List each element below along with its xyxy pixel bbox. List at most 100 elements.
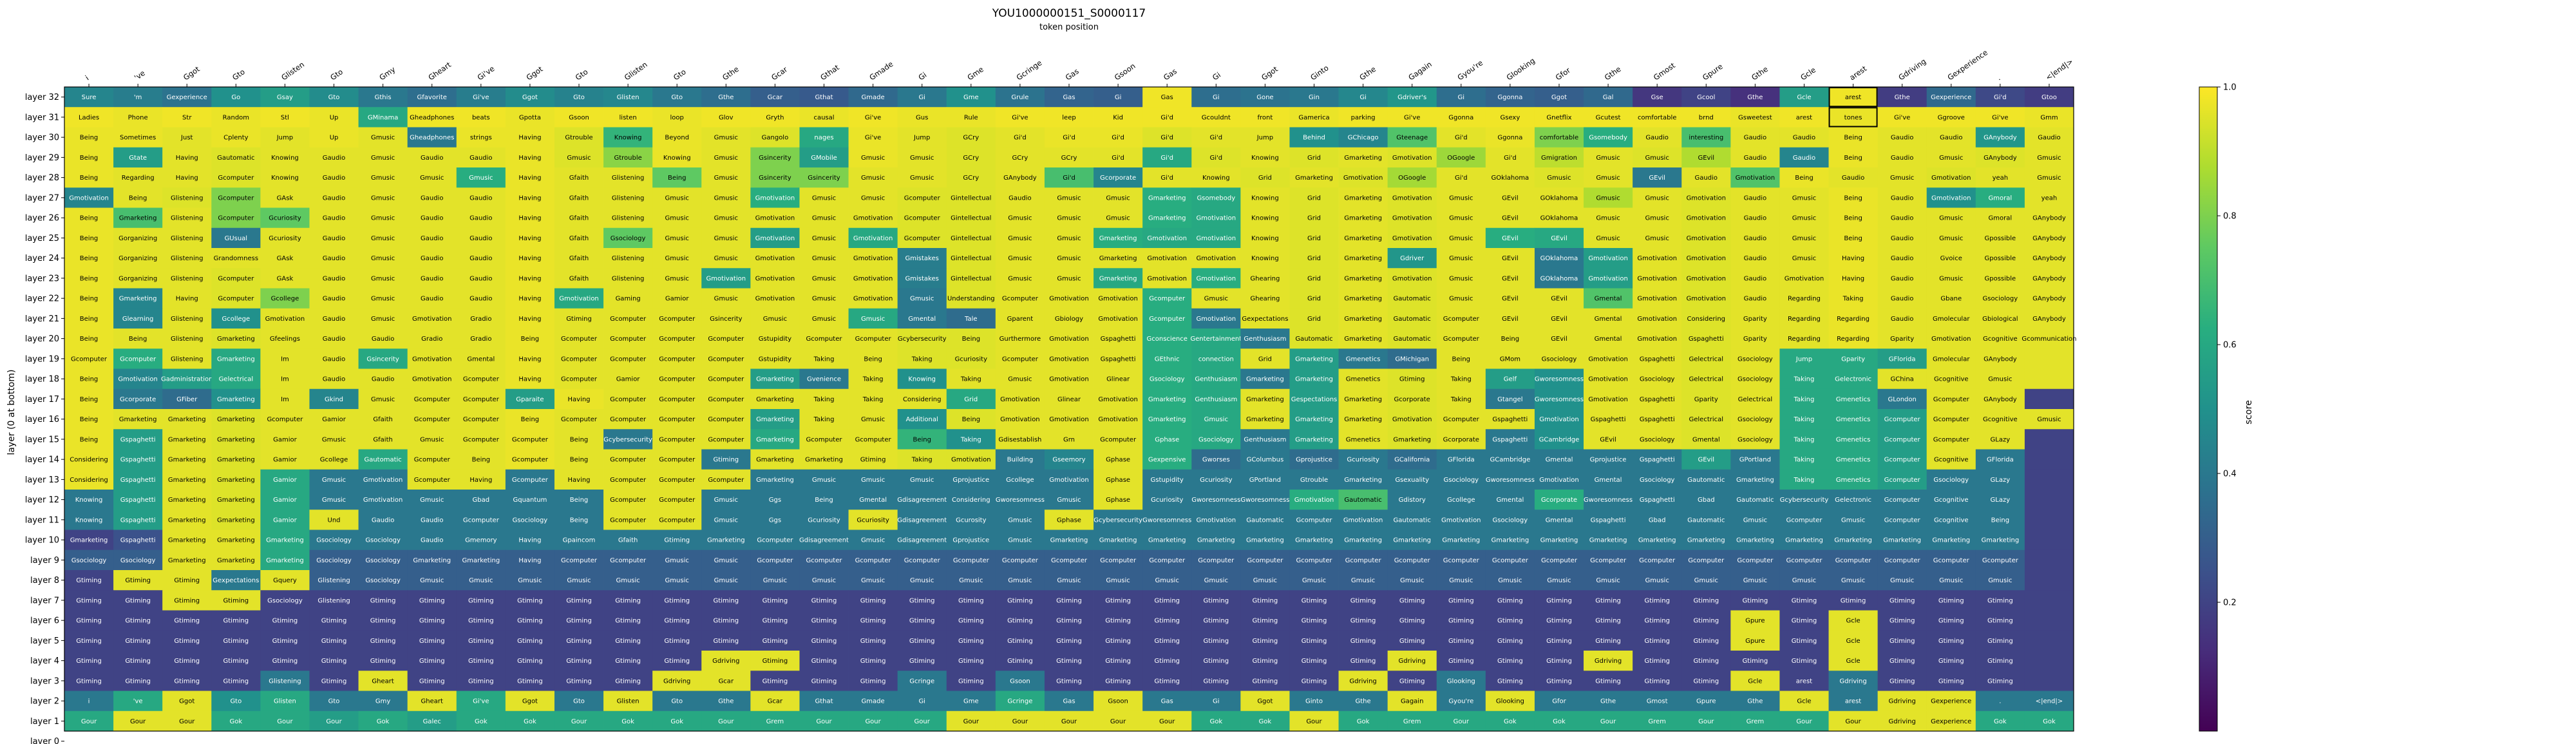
- heatmap-cell: [1142, 308, 1192, 329]
- cell-label: Gworesomness: [1535, 396, 1584, 403]
- heatmap-cell: [1779, 248, 1829, 269]
- heatmap-cell: [799, 127, 849, 148]
- cell-label: Gintellectual: [951, 215, 991, 222]
- cell-label: Gcomputer: [1884, 497, 1921, 504]
- cell-label: Gtiming: [419, 678, 445, 685]
- heatmap-cell: [1338, 329, 1388, 349]
- heatmap-cell: [309, 268, 359, 289]
- cell-label: Gaudio: [1793, 135, 1815, 142]
- heatmap-cell: [1681, 107, 1731, 128]
- cell-label: Gi'd: [1209, 135, 1222, 142]
- heatmap-cell: [1240, 207, 1290, 229]
- cell-label: Gspaghetti: [120, 457, 156, 464]
- cell-label: Being: [815, 497, 833, 504]
- cell-label: Gtiming: [223, 638, 249, 645]
- cell-label: Gaudio: [421, 275, 443, 282]
- cell-label: Gsomebody: [1197, 195, 1235, 202]
- cell-label: tones: [1844, 114, 1862, 121]
- heatmap-cell: [1485, 308, 1535, 329]
- cell-label: Gmusic: [1988, 376, 2012, 383]
- cell-label: Gtiming: [1693, 678, 1719, 685]
- cell-label: GEvil: [1502, 296, 1519, 303]
- cell-label: Gtiming: [1938, 597, 1964, 604]
- cell-label: Gmusic: [1547, 175, 1571, 182]
- cell-label: GEvil: [1551, 316, 1567, 323]
- cell-label: Gcognitive: [1934, 497, 1969, 504]
- heatmap-cell: [260, 187, 310, 208]
- cell-label: Gmusic: [1008, 275, 1032, 282]
- cell-label: Gcomputer: [1835, 557, 1872, 564]
- heatmap-cell: [1534, 248, 1584, 269]
- cell-label: Gtiming: [1693, 618, 1719, 625]
- cell-label: Knowing: [75, 517, 103, 524]
- cell-label: Gtiming: [517, 597, 543, 604]
- cell-label: Glistening: [612, 255, 644, 262]
- heatmap-cell: [407, 87, 457, 108]
- cell-label: Gok: [1209, 718, 1222, 725]
- cell-label: Gcuriosity: [269, 235, 301, 242]
- heatmap-cell: [1436, 227, 1486, 249]
- cell-label: Gmusic: [1155, 577, 1179, 584]
- heatmap-cell: [1584, 288, 1633, 309]
- cell-label: Gmusic: [1400, 577, 1424, 584]
- heatmap-cell: [1436, 268, 1486, 289]
- cell-label: Gi'd: [1014, 135, 1027, 142]
- cell-label: Gmarketing: [119, 296, 157, 303]
- cell-label: Gsomebody: [1589, 135, 1627, 142]
- cell-label: Gaudio: [1744, 195, 1766, 202]
- heatmap-cell: [946, 227, 996, 249]
- cell-label: Gmarketing: [756, 376, 794, 383]
- cell-label: Gtiming: [1399, 638, 1425, 645]
- cell-label: Having: [518, 215, 541, 222]
- cell-label: Being: [1844, 155, 1862, 162]
- y-tick-label: layer 10: [25, 536, 59, 546]
- heatmap-cell: [1094, 248, 1143, 269]
- cell-label: Gaudio: [1891, 195, 1913, 202]
- heatmap-cell: [1387, 127, 1437, 148]
- cell-label: Gmade: [862, 94, 885, 101]
- heatmap-cell: [64, 207, 114, 229]
- cell-label: Gaudio: [1744, 135, 1766, 142]
- cell-label: Gtiming: [811, 638, 837, 645]
- cell-label: Gmusic: [469, 175, 493, 182]
- cell-label: Gamior: [665, 296, 690, 303]
- cell-label: Gcomputer: [1149, 557, 1186, 564]
- heatmap-cell: [1436, 207, 1486, 229]
- x-tick-label: <|end|>: [2044, 57, 2075, 82]
- cell-label: Grid: [1258, 175, 1272, 182]
- cell-label: Gtiming: [1154, 638, 1180, 645]
- cell-label: Gsociology: [1640, 436, 1675, 443]
- cell-label: Knowing: [1251, 255, 1279, 262]
- cell-label: Gautomatic: [1394, 316, 1431, 323]
- cell-label: Gelf: [1504, 376, 1517, 383]
- cell-label: Gone: [1256, 94, 1273, 101]
- cell-label: Gi'd: [1160, 155, 1173, 162]
- cell-label: Gmotivation: [853, 255, 893, 262]
- cell-label: Gmusic: [665, 235, 689, 242]
- cell-label: Galec: [423, 718, 441, 725]
- heatmap-cell: [1191, 207, 1241, 229]
- cell-label: Gamior: [273, 457, 298, 464]
- heatmap-cell: [652, 227, 702, 249]
- cell-label: Gi've: [1894, 114, 1910, 121]
- cell-label: Glistening: [317, 577, 350, 584]
- heatmap-cell: [358, 268, 408, 289]
- cell-label: Gtiming: [468, 597, 494, 604]
- heatmap-cell: [260, 107, 310, 128]
- cell-label: Gse: [1651, 94, 1663, 101]
- cell-label: Gradio: [470, 316, 491, 323]
- heatmap-cell: [1191, 308, 1241, 329]
- cell-label: Gmusic: [1743, 577, 1767, 584]
- heatmap-cell: [995, 127, 1045, 148]
- cell-label: Gok: [1259, 718, 1272, 725]
- heatmap-cell: [456, 167, 506, 188]
- cell-label: Having: [176, 175, 198, 182]
- x-tick-label: Gi: [916, 70, 928, 82]
- cell-label: Having: [176, 155, 198, 162]
- cell-label: Gcomputer: [561, 416, 598, 423]
- heatmap-cell: [946, 167, 996, 188]
- cell-label: Gmotivation: [1000, 416, 1040, 423]
- cell-label: Gtiming: [1056, 678, 1082, 685]
- heatmap-cell: [652, 87, 702, 108]
